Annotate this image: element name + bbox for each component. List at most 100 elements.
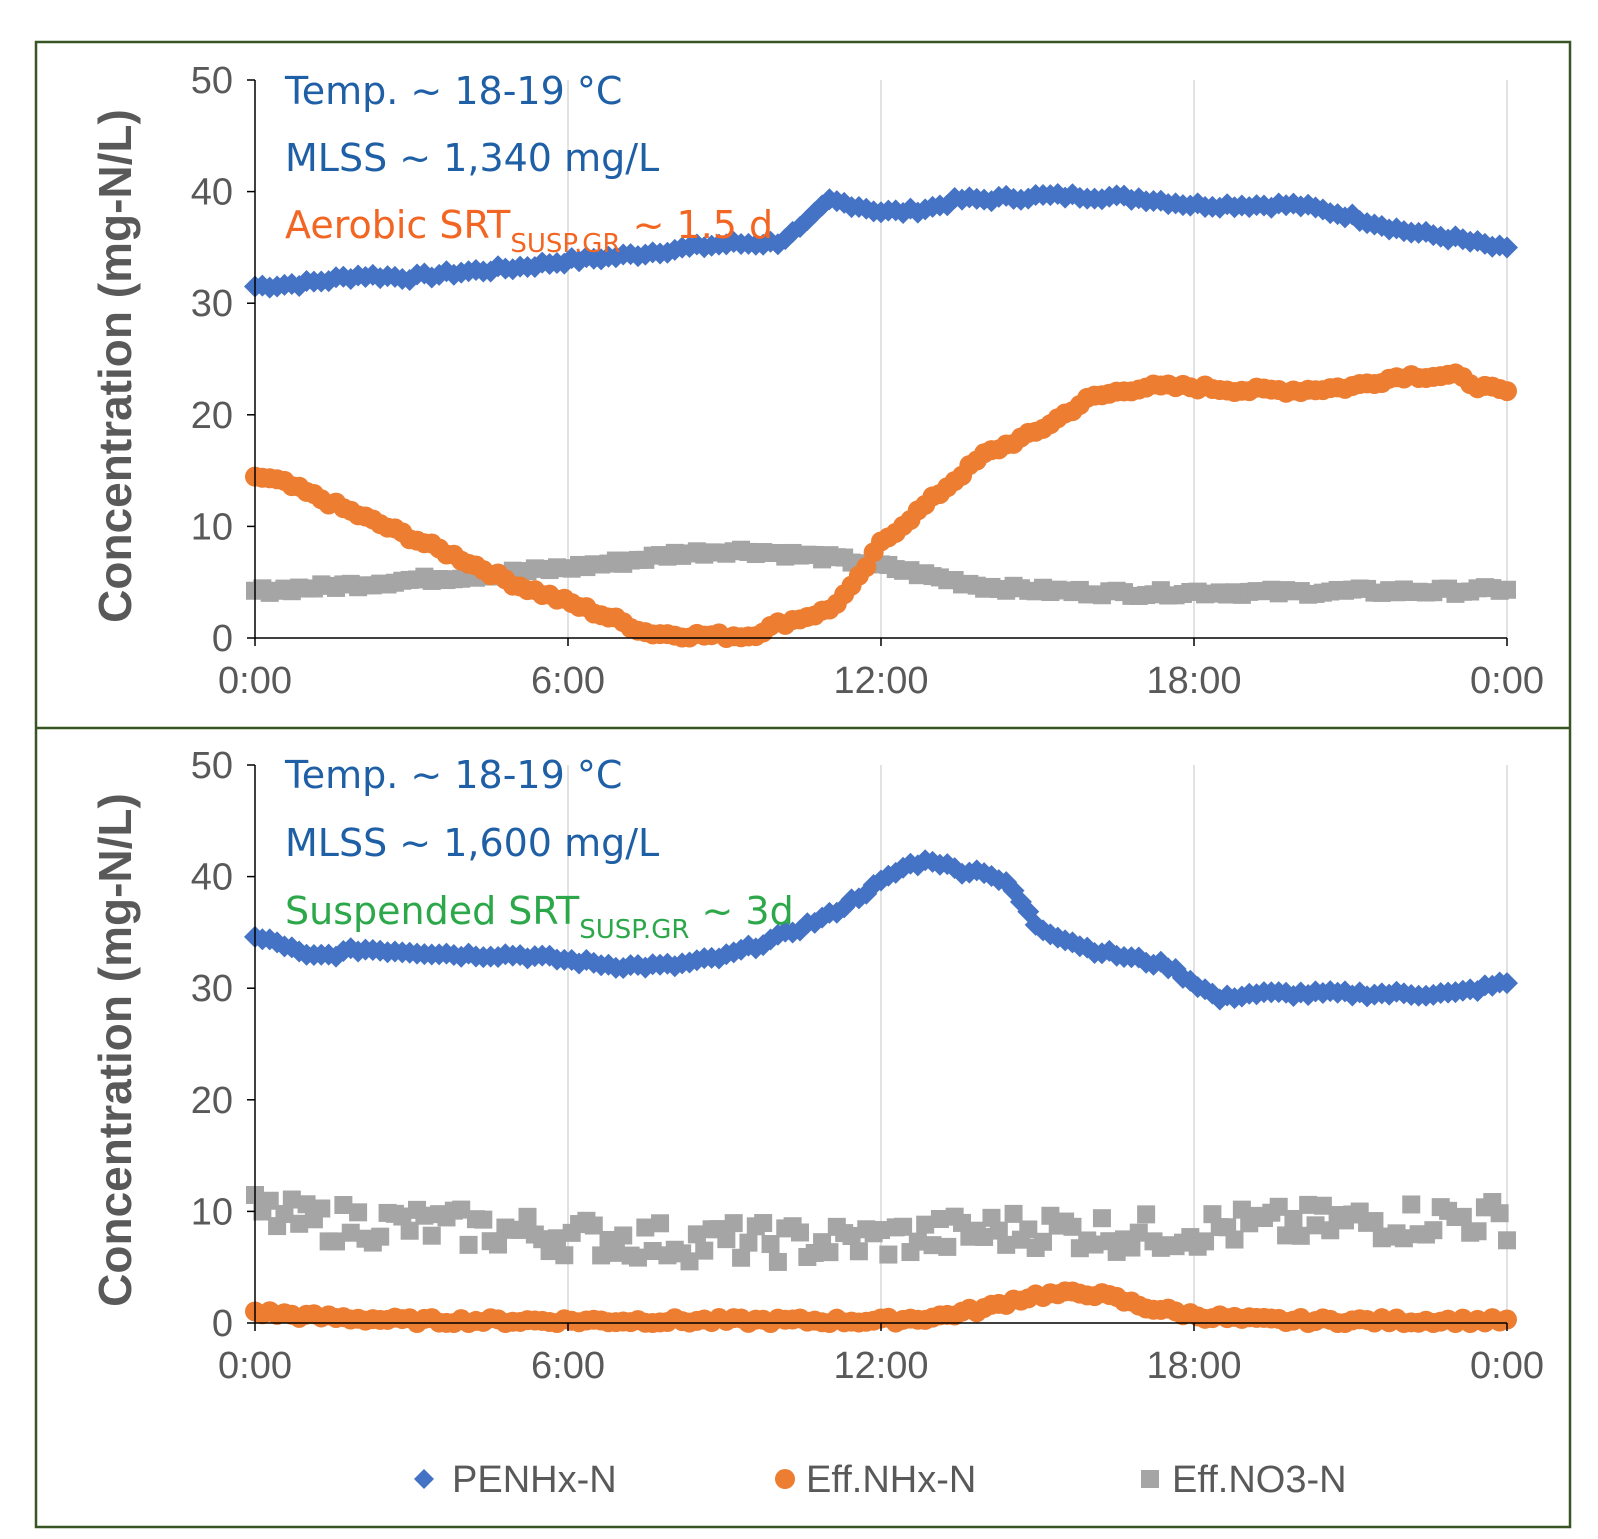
pe-nhx-n-point bbox=[1009, 890, 1032, 913]
eff-no3-n-point bbox=[275, 1204, 294, 1223]
eff-no3-n-point bbox=[1468, 1222, 1487, 1241]
annotation-temperature: Temp. ~ 18-19 °C bbox=[284, 69, 622, 113]
eff-no3-n-point bbox=[1453, 1207, 1472, 1226]
eff-no3-n-point bbox=[1299, 1195, 1318, 1214]
eff-no3-n-point bbox=[768, 1252, 787, 1271]
y-tick-label: 0 bbox=[212, 618, 233, 660]
eff-no3-n-point bbox=[1321, 1221, 1340, 1240]
panel-top-chart: 0 10 20 30 40 50 0:00 6:00 12:00 18:00 0:00 Conce… bbox=[89, 60, 1544, 702]
legend-label-eff-no3-n: Eff.NO3-N bbox=[1172, 1459, 1347, 1501]
eff-no3-n-point bbox=[1402, 1195, 1421, 1214]
y-axis-label: Concentration (mg-N/L) bbox=[89, 109, 141, 623]
eff-no3-n-point bbox=[1092, 1209, 1111, 1228]
annotation-temperature: Temp. ~ 18-19 °C bbox=[284, 753, 622, 797]
eff-no3-n-point bbox=[1225, 1230, 1244, 1249]
eff-no3-n-point bbox=[1137, 1205, 1156, 1224]
eff-no3-n-point bbox=[334, 1196, 353, 1215]
eff-no3-n-point bbox=[1291, 1226, 1310, 1245]
eff-no3-n-point bbox=[489, 1235, 508, 1254]
eff-no3-n-point bbox=[1269, 1197, 1288, 1216]
eff-no3-n-point bbox=[584, 1216, 603, 1235]
eff-no3-n-point bbox=[415, 1206, 434, 1225]
legend-square-marker bbox=[1141, 1470, 1159, 1488]
annotation-mlss: MLSS ~ 1,600 mg/L bbox=[285, 821, 659, 865]
eff-no3-n-point bbox=[754, 1214, 773, 1233]
y-tick-label: 0 bbox=[212, 1303, 233, 1345]
eff-no3-n-point bbox=[643, 1242, 662, 1261]
eff-no3-n-point bbox=[282, 1190, 301, 1209]
eff-no3-n-point bbox=[1034, 1232, 1053, 1251]
x-tick-label: 18:00 bbox=[1146, 1345, 1241, 1387]
eff-no3-n-point bbox=[474, 1210, 493, 1229]
y-tick-label: 10 bbox=[191, 506, 233, 548]
series-eff-nhx-n bbox=[245, 1281, 1517, 1333]
y-tick-label: 50 bbox=[191, 745, 233, 787]
eff-no3-n-point bbox=[724, 1214, 743, 1233]
eff-no3-n-point bbox=[790, 1223, 809, 1242]
eff-no3-n-point bbox=[849, 1242, 868, 1261]
annotation-srt-subscript: SUSP.GR bbox=[510, 229, 620, 259]
eff-no3-n-point bbox=[1394, 1229, 1413, 1248]
eff-no3-n-point bbox=[312, 1199, 331, 1218]
legend-circle-marker bbox=[775, 1469, 795, 1489]
eff-no3-n-point bbox=[341, 1223, 360, 1242]
eff-no3-n-point bbox=[1129, 1223, 1148, 1242]
annotation-srt-main: Aerobic SRT bbox=[285, 203, 511, 247]
eff-no3-n-point bbox=[1232, 1200, 1251, 1219]
eff-no3-n-point bbox=[842, 1226, 861, 1245]
figure-frame bbox=[34, 40, 1572, 1529]
eff-no3-n-point bbox=[1004, 1204, 1023, 1223]
eff-nhx-n-point bbox=[1497, 381, 1517, 402]
panel-bottom-chart: 0 10 20 30 40 50 0:00 6:00 12:00 18:00 0:00 Conce… bbox=[89, 745, 1544, 1387]
eff-no3-n-point bbox=[1277, 1226, 1296, 1245]
eff-no3-n-point bbox=[717, 1230, 736, 1249]
eff-no3-n-point bbox=[739, 1233, 758, 1252]
legend-item-eff-no3-n: Eff.NO3-N bbox=[1141, 1459, 1347, 1501]
eff-no3-n-point bbox=[297, 1195, 316, 1214]
eff-no3-n-point bbox=[938, 1237, 957, 1256]
eff-no3-n-point bbox=[290, 1214, 309, 1233]
y-tick-labels: 0 10 20 30 40 50 bbox=[191, 60, 233, 660]
series-eff-no3-n bbox=[246, 1185, 1516, 1271]
y-tick-labels: 0 10 20 30 40 50 bbox=[191, 745, 233, 1345]
eff-no3-n-point bbox=[327, 1232, 346, 1251]
eff-no3-n-point bbox=[547, 1229, 566, 1248]
eff-no3-n-point bbox=[953, 1213, 972, 1232]
eff-no3-n-point bbox=[930, 1209, 949, 1228]
annotations: Temp. ~ 18-19 °C MLSS ~ 1,340 mg/L Aerob… bbox=[284, 69, 773, 259]
eff-no3-n-point bbox=[1498, 580, 1516, 599]
eff-no3-n-point bbox=[422, 1226, 441, 1245]
legend-item-eff-nhx-n: Eff.NHx-N bbox=[775, 1459, 976, 1501]
eff-no3-n-point bbox=[636, 1218, 655, 1237]
y-tick-label: 20 bbox=[191, 1080, 233, 1122]
series-eff-nhx-n bbox=[245, 363, 1517, 648]
eff-no3-n-point bbox=[1122, 1238, 1141, 1257]
eff-no3-n-point bbox=[923, 1236, 942, 1255]
eff-no3-n-point bbox=[879, 1245, 898, 1264]
eff-no3-n-point bbox=[606, 1243, 625, 1262]
eff-no3-n-point bbox=[872, 1221, 890, 1240]
eff-no3-n-point bbox=[975, 1227, 994, 1246]
eff-no3-n-point bbox=[1424, 1221, 1443, 1240]
annotation-mlss: MLSS ~ 1,340 mg/L bbox=[285, 136, 659, 180]
eff-no3-n-point bbox=[459, 1235, 478, 1254]
eff-no3-n-point bbox=[916, 1215, 935, 1234]
y-tick-label: 40 bbox=[191, 172, 233, 214]
legend: PENHx-N Eff.NHx-N Eff.NO3-N bbox=[414, 1459, 1347, 1501]
eff-no3-n-point bbox=[1019, 1220, 1038, 1239]
annotation-srt: Suspended SRTSUSP.GR ~ 3d bbox=[285, 889, 794, 945]
eff-no3-n-point bbox=[555, 1246, 574, 1265]
eff-no3-n-point bbox=[820, 1243, 839, 1262]
eff-no3-n-point bbox=[628, 1248, 647, 1267]
eff-no3-n-point bbox=[260, 1191, 279, 1210]
annotation-srt: Aerobic SRTSUSP.GR ~ 1.5 d bbox=[285, 203, 773, 259]
y-tick-label: 30 bbox=[191, 968, 233, 1010]
axes bbox=[247, 79, 1508, 646]
annotations: Temp. ~ 18-19 °C MLSS ~ 1,600 mg/L Suspe… bbox=[284, 753, 794, 945]
axes bbox=[247, 764, 1508, 1331]
eff-no3-n-point bbox=[1306, 1216, 1325, 1235]
legend-item-pe-nhx-n: PENHx-N bbox=[414, 1459, 617, 1501]
eff-no3-n-point bbox=[349, 1203, 368, 1222]
eff-no3-n-point bbox=[400, 1221, 419, 1240]
